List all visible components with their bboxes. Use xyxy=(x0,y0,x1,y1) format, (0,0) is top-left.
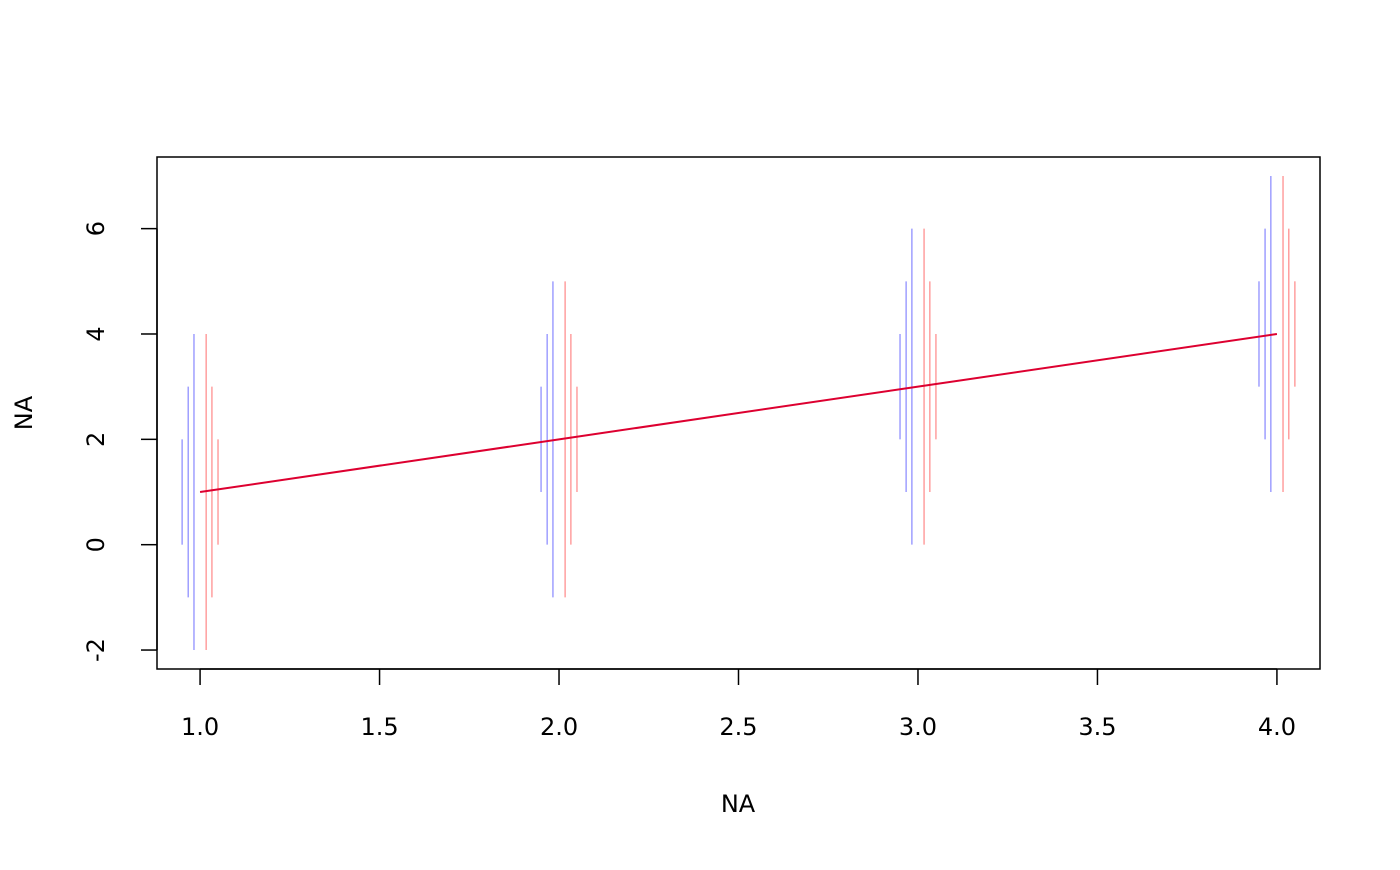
trend-line xyxy=(199,332,1278,494)
y-tick-label: 4 xyxy=(82,326,110,341)
y-tick-label: -2 xyxy=(82,638,110,662)
x-tick-label: 2.5 xyxy=(719,713,757,741)
y-tick-label: 6 xyxy=(82,221,110,236)
y-tick-label: 0 xyxy=(82,537,110,552)
y-tick-label: 2 xyxy=(82,432,110,447)
x-tick-label: 2.0 xyxy=(540,713,578,741)
y-axis-label: NA xyxy=(10,395,38,430)
x-tick-label: 1.0 xyxy=(181,713,219,741)
x-tick-label: 3.5 xyxy=(1078,713,1116,741)
x-axis-label: NA xyxy=(721,790,756,818)
x-tick-label: 3.0 xyxy=(899,713,937,741)
x-tick-label: 4.0 xyxy=(1258,713,1296,741)
x-tick-label: 1.5 xyxy=(360,713,398,741)
